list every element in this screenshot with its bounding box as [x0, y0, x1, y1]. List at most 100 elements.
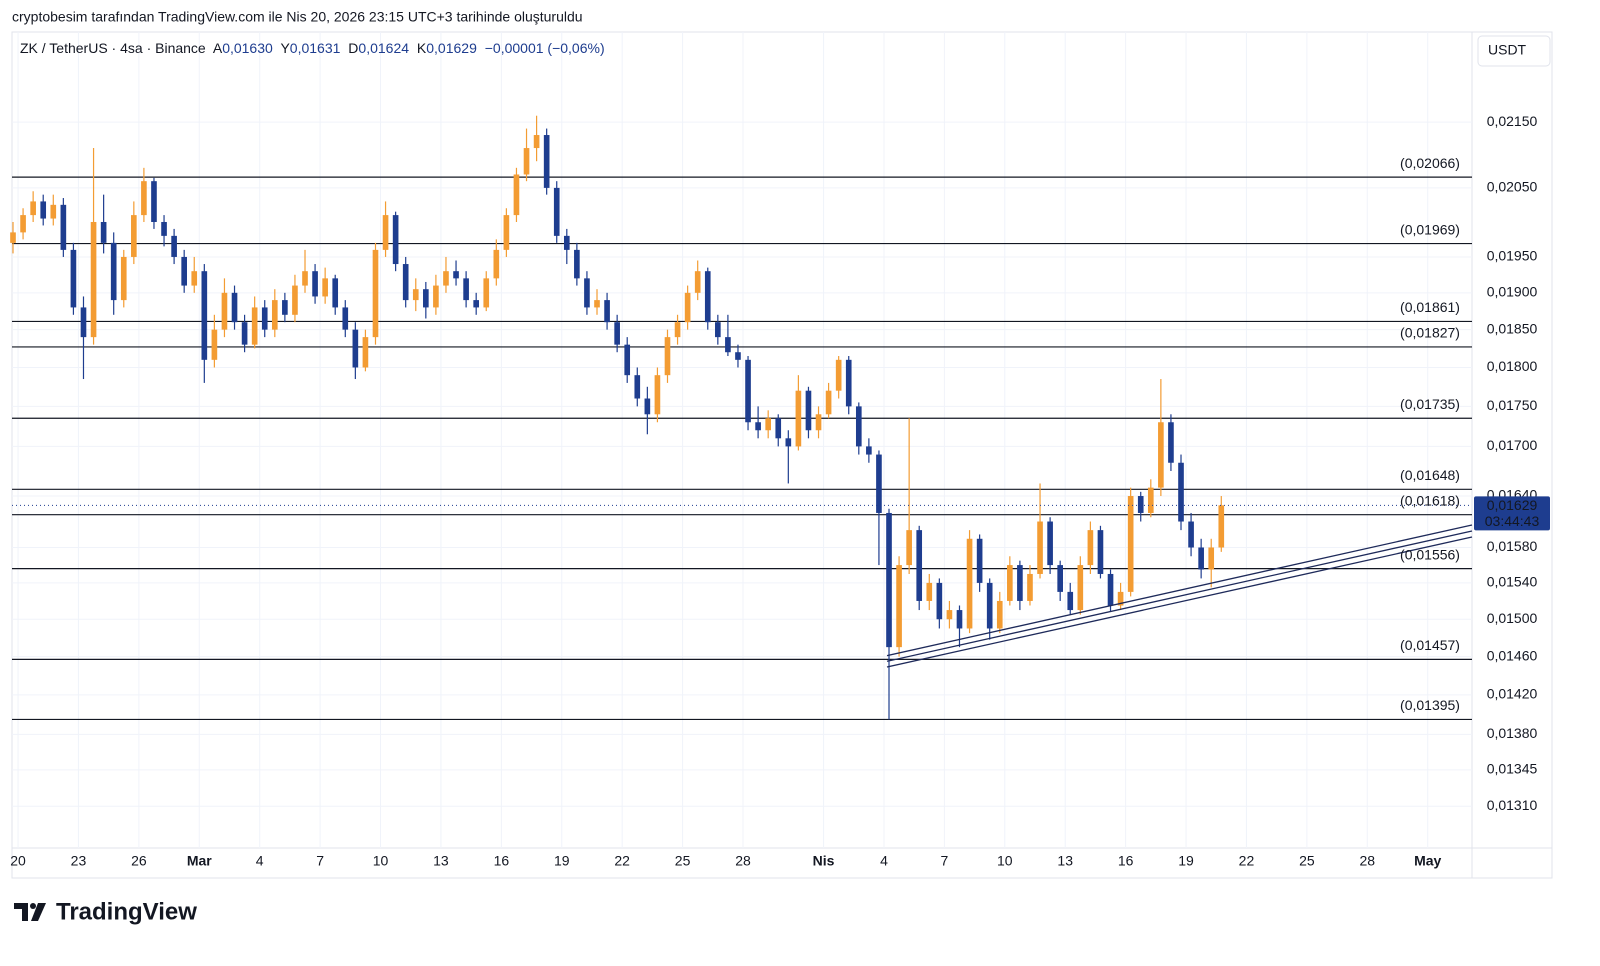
candle-body [725, 337, 731, 353]
x-tick-label: 13 [1057, 853, 1073, 869]
candle-body [996, 600, 1003, 629]
x-tick-label: 7 [940, 853, 948, 869]
candle-body [1037, 521, 1043, 574]
x-tick-label: 19 [554, 853, 570, 869]
x-tick-label: 26 [131, 853, 147, 869]
candle-body [503, 215, 510, 250]
candle-body [201, 271, 208, 360]
candle-body [171, 235, 177, 257]
candle-body [553, 187, 560, 236]
candle-body [30, 201, 36, 216]
candle-body [221, 292, 228, 330]
candle-body [815, 414, 822, 431]
candle-body [271, 300, 278, 330]
candle-body [896, 565, 902, 648]
candle-body [775, 418, 782, 439]
x-tick-label: May [1414, 853, 1441, 869]
candle-body [1017, 565, 1023, 601]
y-tick-label: 0,01345 [1487, 761, 1538, 777]
level-label: (0,01457) [1400, 637, 1460, 653]
candle-body [986, 582, 993, 629]
candle-body [674, 322, 681, 338]
y-tick-label: 0,01380 [1487, 725, 1538, 741]
currency-button[interactable] [1477, 35, 1551, 67]
countdown: 03:44:43 [1485, 513, 1540, 529]
candle-body [423, 289, 429, 308]
trend-line [886, 530, 1473, 662]
candle-body [292, 285, 298, 315]
candle-body [1168, 422, 1174, 463]
level-label: (0,01861) [1400, 299, 1460, 315]
candle-body [866, 446, 872, 455]
candle-body [151, 181, 157, 222]
candle-body [584, 278, 590, 308]
candle-body [322, 278, 328, 297]
x-tick-label: 20 [10, 853, 26, 869]
level-label: (0,01827) [1400, 325, 1460, 341]
candle-body [956, 610, 963, 629]
candle-body [886, 512, 892, 648]
y-tick-label: 0,01850 [1487, 320, 1538, 336]
x-tick-label: 10 [373, 853, 389, 869]
candle-body [845, 359, 852, 407]
logo-mark [30, 903, 36, 909]
x-tick-label: 4 [880, 853, 888, 869]
candle-body [90, 221, 97, 338]
legend: ZK / TetherUS · 4sa · Binance A0,01630 Y… [20, 40, 605, 56]
candle-body [936, 582, 943, 620]
candle-body [302, 271, 308, 286]
brand: TradingView [56, 898, 197, 925]
candle-body [20, 215, 26, 233]
candle-body [715, 322, 721, 338]
logo-mark [31, 903, 46, 921]
y-tick-label: 0,01460 [1487, 647, 1538, 663]
candle-body [745, 359, 751, 423]
candle-body [483, 278, 490, 308]
chart-frame [11, 31, 1553, 879]
x-tick-label: 13 [433, 853, 449, 869]
trend-line [886, 524, 1473, 657]
candle-body [1107, 573, 1114, 606]
candle-body [10, 232, 16, 243]
candle-body [916, 530, 923, 601]
x-tick-label: 22 [614, 853, 630, 869]
candle-body [382, 215, 389, 250]
candle-body [694, 271, 701, 293]
x-tick-label: 16 [1118, 853, 1134, 869]
level-label: (0,02066) [1400, 155, 1460, 171]
x-tick-label: 10 [997, 853, 1013, 869]
candle-body [110, 242, 117, 301]
candle-body [412, 289, 419, 301]
candle-body [513, 174, 520, 216]
candle-body [1027, 573, 1033, 601]
ohlc-value: 0,01631 [290, 40, 341, 56]
candle-body [362, 337, 369, 368]
x-tick-label: 28 [735, 853, 751, 869]
candle-body [1097, 530, 1104, 574]
y-tick-label: 0,02050 [1487, 179, 1538, 195]
candle-body [282, 300, 288, 315]
level-label: (0,01618) [1400, 492, 1460, 508]
ohlc-key: A [213, 40, 223, 56]
x-tick-label: 4 [256, 853, 264, 869]
candle-body [443, 271, 449, 286]
candle-body [735, 352, 741, 360]
candle-body [433, 285, 439, 308]
candle-body [463, 278, 469, 301]
candle-body [251, 307, 258, 345]
x-tick-label: 7 [316, 853, 324, 869]
trend-line [886, 536, 1473, 668]
y-tick-label: 0,01540 [1487, 574, 1538, 590]
candle-body [372, 249, 379, 338]
logo-mark [14, 903, 28, 921]
ohlc-key: D [348, 40, 358, 56]
candle-body [634, 375, 641, 399]
candle-body [40, 201, 47, 219]
candle-body [1047, 521, 1053, 566]
candle-body [1077, 565, 1084, 611]
x-tick-label: 16 [494, 853, 510, 869]
candle-body [1137, 496, 1144, 513]
symbol: ZK / TetherUS · 4sa · Binance [20, 40, 206, 56]
y-tick-label: 0,01500 [1487, 610, 1538, 626]
